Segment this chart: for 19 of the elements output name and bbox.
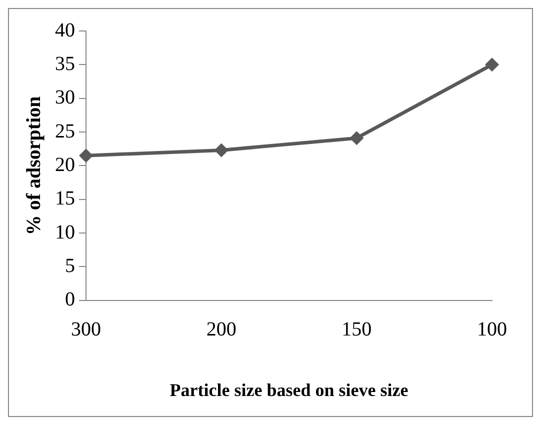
y-tick-label: 15 <box>55 188 75 210</box>
y-tick-label: 10 <box>55 221 75 244</box>
x-tick-label: 100 <box>477 318 507 341</box>
x-tick-label: 200 <box>206 318 236 341</box>
point <box>214 143 228 158</box>
x-tick-label: 300 <box>71 318 101 341</box>
y-tick-label: 5 <box>65 254 75 277</box>
y-tick-label: 0 <box>65 288 75 311</box>
x-axis-title: Particle size based on sieve size <box>170 380 408 400</box>
point <box>79 148 93 163</box>
point <box>485 58 499 72</box>
point <box>350 131 364 146</box>
y-tick-label: 30 <box>55 86 75 109</box>
x-tick-label: 150 <box>342 318 372 341</box>
y-tick-label: 20 <box>55 154 75 176</box>
y-tick-label: 40 <box>55 19 75 42</box>
y-tick-label: 35 <box>55 52 75 75</box>
y-axis-title: % of adsorption <box>23 96 46 236</box>
y-tick-label: 25 <box>55 120 75 142</box>
